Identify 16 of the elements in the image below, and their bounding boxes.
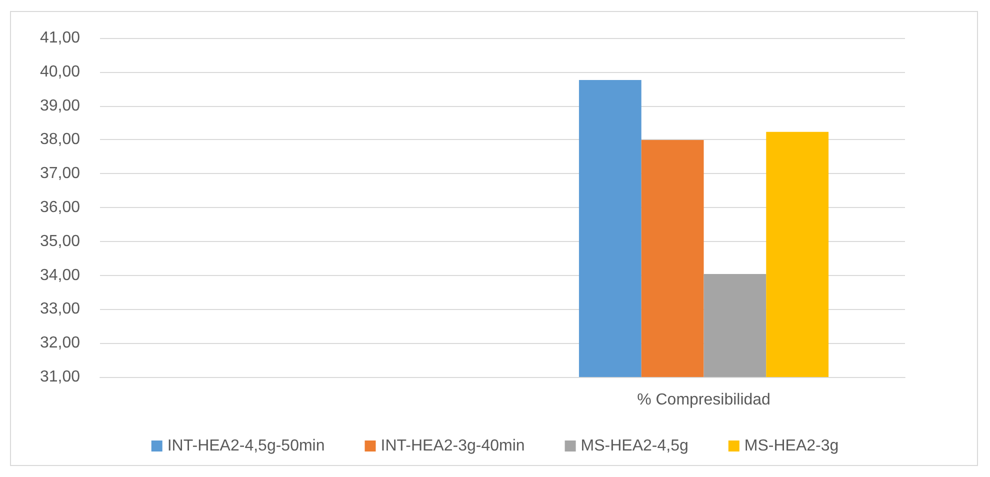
legend-label: INT-HEA2-3g-40min [380, 438, 525, 454]
legend-label: MS-HEA2-3g [744, 438, 839, 454]
y-tick-label: 32,00 [40, 334, 80, 352]
y-tick-label: 31,00 [40, 368, 80, 386]
x-tick-label: % Compresibilidad [637, 392, 770, 408]
y-tick-label: 40,00 [40, 63, 80, 80]
y-tick-label: 37,00 [40, 165, 80, 182]
y-tick-label: 34,00 [40, 266, 80, 284]
y-tick-label: 38,00 [40, 131, 80, 148]
y-tick-label: 39,00 [40, 97, 80, 114]
y-tick-label: 35,00 [40, 232, 80, 250]
legend-label: INT-HEA2-4,5g-50min [167, 438, 325, 454]
y-tick-label: 36,00 [40, 199, 80, 216]
legend-label: MS-HEA2-4,5g [580, 438, 688, 454]
y-tick-label: 33,00 [40, 300, 80, 318]
y-tick-label: 41,00 [40, 30, 80, 46]
